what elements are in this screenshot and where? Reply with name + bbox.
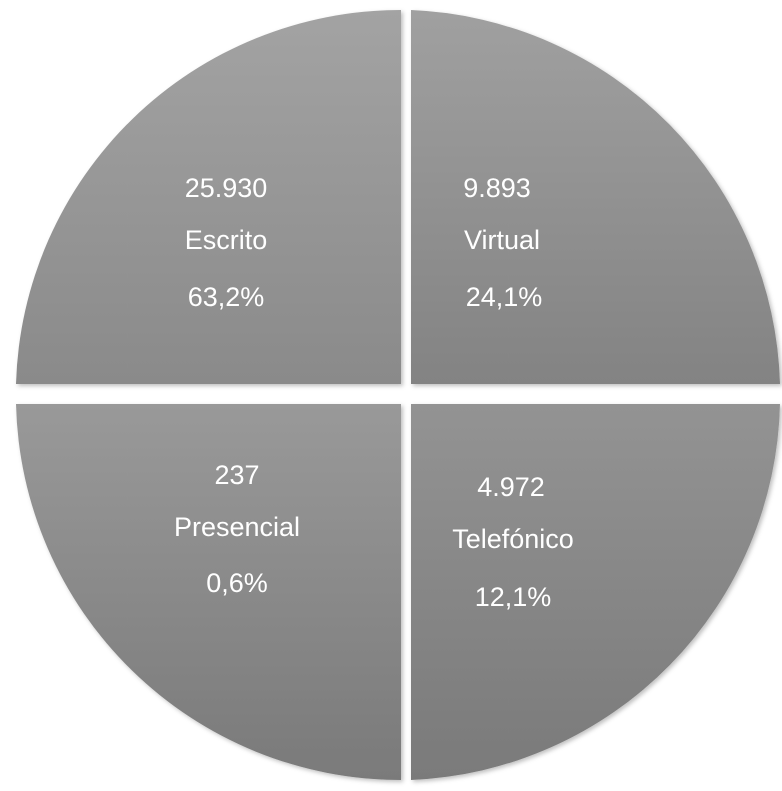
slice-percent-presencial: 0,6%: [206, 568, 268, 598]
slice-value-escrito: 25.930: [185, 173, 268, 203]
slice-percent-escrito: 63,2%: [188, 282, 265, 312]
slice-value-presencial: 237: [214, 460, 259, 490]
pie-slice-escrito: [16, 9, 401, 384]
pie-slice-presencial: [16, 404, 401, 781]
slice-label-telefonico: Telefónico: [452, 524, 574, 554]
pie-slice-telefonico: [411, 404, 780, 780]
slice-percent-telefonico: 12,1%: [475, 582, 552, 612]
slice-value-virtual: 9.893: [463, 173, 531, 203]
pie-slice-virtual: [411, 10, 780, 384]
slice-label-escrito: Escrito: [185, 225, 268, 255]
slice-percent-virtual: 24,1%: [466, 282, 543, 312]
slice-label-virtual: Virtual: [464, 225, 540, 255]
slice-label-presencial: Presencial: [174, 512, 300, 542]
slice-value-telefonico: 4.972: [477, 472, 545, 502]
